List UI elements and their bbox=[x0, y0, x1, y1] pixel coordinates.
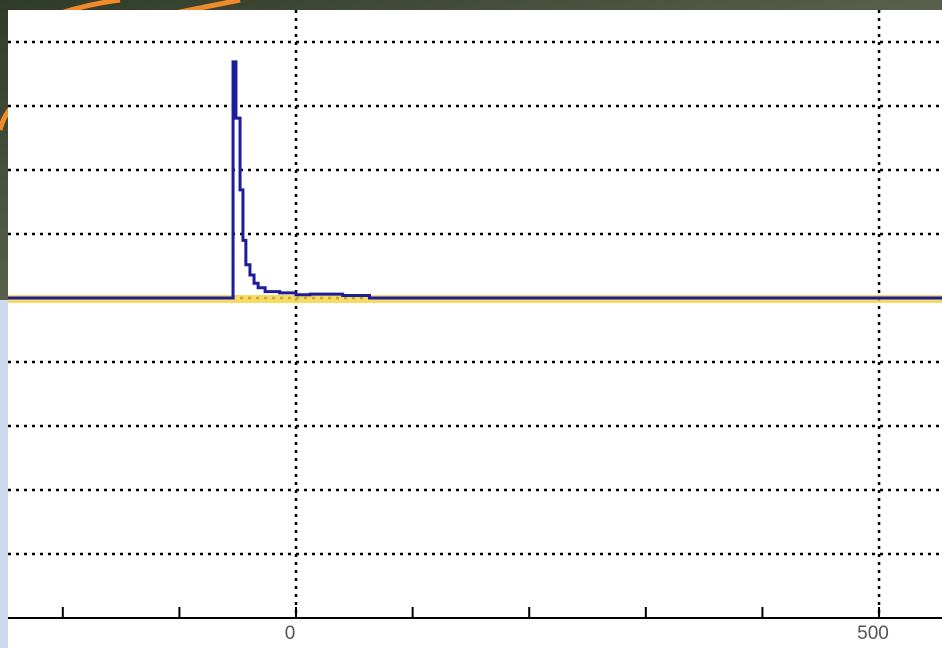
chart: 0 500 bbox=[0, 0, 942, 648]
x-tick-label: 500 bbox=[857, 623, 889, 644]
x-tick-label: 0 bbox=[285, 623, 296, 644]
axis-area bbox=[8, 618, 942, 648]
page: 0500 (() => { const data = JSON.parse(do… bbox=[0, 0, 942, 648]
plot-area bbox=[8, 10, 942, 618]
